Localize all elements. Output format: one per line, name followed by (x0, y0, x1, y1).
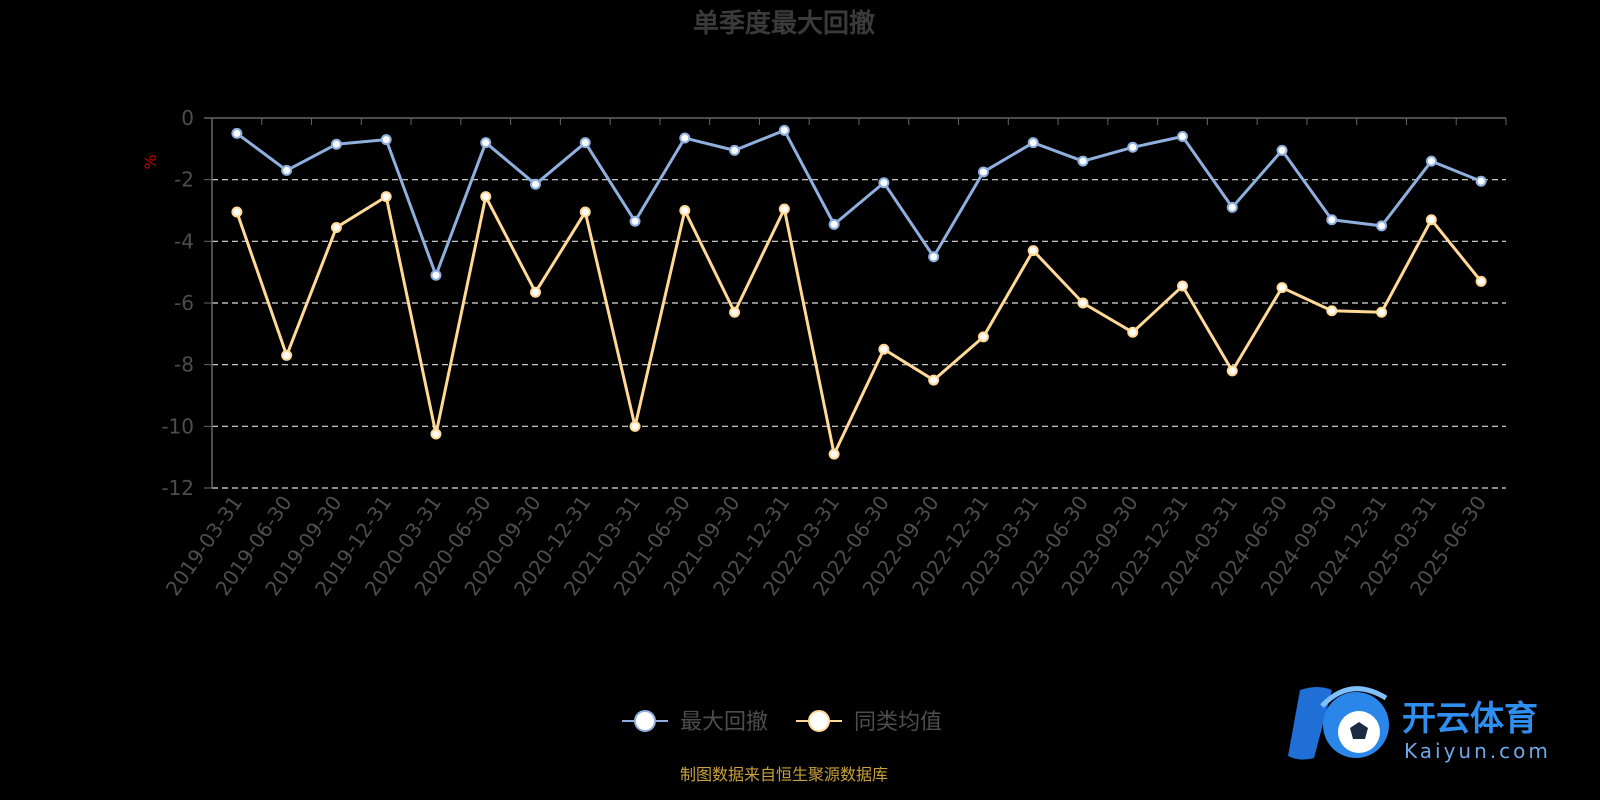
data-point-series2[interactable] (1226, 365, 1238, 377)
data-point-series1[interactable] (579, 137, 591, 149)
data-point-series2[interactable] (729, 306, 741, 318)
data-point-series2[interactable] (430, 428, 442, 440)
data-point-series1[interactable] (480, 137, 492, 149)
y-axis-label: % (141, 154, 160, 169)
series-layer (231, 124, 1487, 460)
data-point-series1[interactable] (1425, 155, 1437, 167)
data-point-series2[interactable] (530, 286, 541, 298)
data-point-series1[interactable] (1376, 220, 1388, 232)
data-point-series2[interactable] (828, 448, 840, 460)
data-point-series1[interactable] (878, 177, 890, 189)
legend-label-series1: 最大回撤 (680, 710, 768, 735)
data-point-series2[interactable] (1376, 306, 1388, 318)
series-line-2 (235, 195, 1483, 456)
data-point-series2[interactable] (1077, 297, 1089, 309)
data-point-series2[interactable] (579, 206, 591, 218)
logo-subtext: Kaiyun.com (1404, 739, 1551, 763)
legend-item-series1[interactable]: 最大回撤 (622, 710, 768, 735)
source-note: 制图数据来自恒生聚源数据库 (680, 765, 888, 784)
y-tick-label: -2 (174, 168, 194, 192)
logo-text: 开云体育 (1402, 699, 1538, 739)
y-tick-label: 0 (181, 106, 194, 130)
data-point-series2[interactable] (1127, 326, 1139, 338)
data-point-series2[interactable] (878, 343, 890, 355)
data-point-series1[interactable] (231, 127, 243, 139)
data-point-series2[interactable] (1027, 245, 1039, 257)
data-point-series1[interactable] (1027, 137, 1039, 149)
data-point-series2[interactable] (928, 374, 940, 386)
legend-marker-series2 (808, 710, 830, 732)
data-point-series1[interactable] (1326, 214, 1338, 226)
data-point-series1[interactable] (530, 178, 541, 190)
data-point-series1[interactable] (828, 218, 840, 230)
data-point-series1[interactable] (1127, 141, 1139, 153)
data-point-series1[interactable] (977, 166, 989, 178)
y-tick-label: -6 (174, 291, 194, 315)
data-point-series2[interactable] (629, 420, 641, 432)
data-point-series2[interactable] (281, 349, 293, 361)
data-point-series2[interactable] (977, 331, 989, 343)
data-point-series1[interactable] (430, 269, 442, 281)
data-point-series2[interactable] (380, 191, 392, 203)
data-point-series2[interactable] (231, 206, 243, 218)
y-tick-label: -4 (174, 229, 194, 253)
data-point-series2[interactable] (1326, 305, 1338, 317)
y-tick-label: -12 (161, 476, 194, 500)
data-point-series1[interactable] (281, 164, 293, 176)
logo-emblem-icon (1288, 686, 1389, 760)
data-point-series1[interactable] (1475, 175, 1487, 187)
data-point-series1[interactable] (928, 251, 940, 263)
data-point-series2[interactable] (330, 221, 342, 233)
grid (212, 179, 1506, 489)
data-point-series2[interactable] (480, 191, 492, 203)
data-point-series2[interactable] (679, 205, 691, 216)
legend-marker-series1 (634, 710, 656, 732)
data-point-series2[interactable] (1177, 280, 1188, 292)
data-point-series2[interactable] (1475, 275, 1487, 287)
data-point-series1[interactable] (1276, 144, 1288, 156)
data-point-series1[interactable] (380, 134, 392, 146)
data-point-series1[interactable] (729, 144, 741, 156)
data-point-series1[interactable] (679, 132, 691, 144)
y-tick-label: -8 (174, 353, 194, 377)
y-tick-label: -10 (161, 414, 194, 438)
data-point-series1[interactable] (629, 215, 641, 227)
data-point-series1[interactable] (330, 138, 342, 150)
data-point-series1[interactable] (1077, 155, 1089, 167)
legend[interactable]: 最大回撤 同类均值 (622, 710, 942, 735)
data-point-series2[interactable] (1425, 214, 1437, 226)
watermark-logo: 开云体育 Kaiyun.com (1288, 686, 1551, 763)
data-point-series1[interactable] (778, 124, 790, 136)
chart-title: 单季度最大回撤 (693, 8, 875, 39)
series-line-1 (235, 128, 1482, 277)
legend-item-series2[interactable]: 同类均值 (796, 710, 942, 735)
data-point-series1[interactable] (1177, 131, 1188, 142)
data-point-series1[interactable] (1226, 201, 1238, 213)
legend-label-series2: 同类均值 (854, 710, 942, 735)
data-point-series2[interactable] (778, 203, 790, 215)
data-point-series2[interactable] (1276, 282, 1288, 294)
